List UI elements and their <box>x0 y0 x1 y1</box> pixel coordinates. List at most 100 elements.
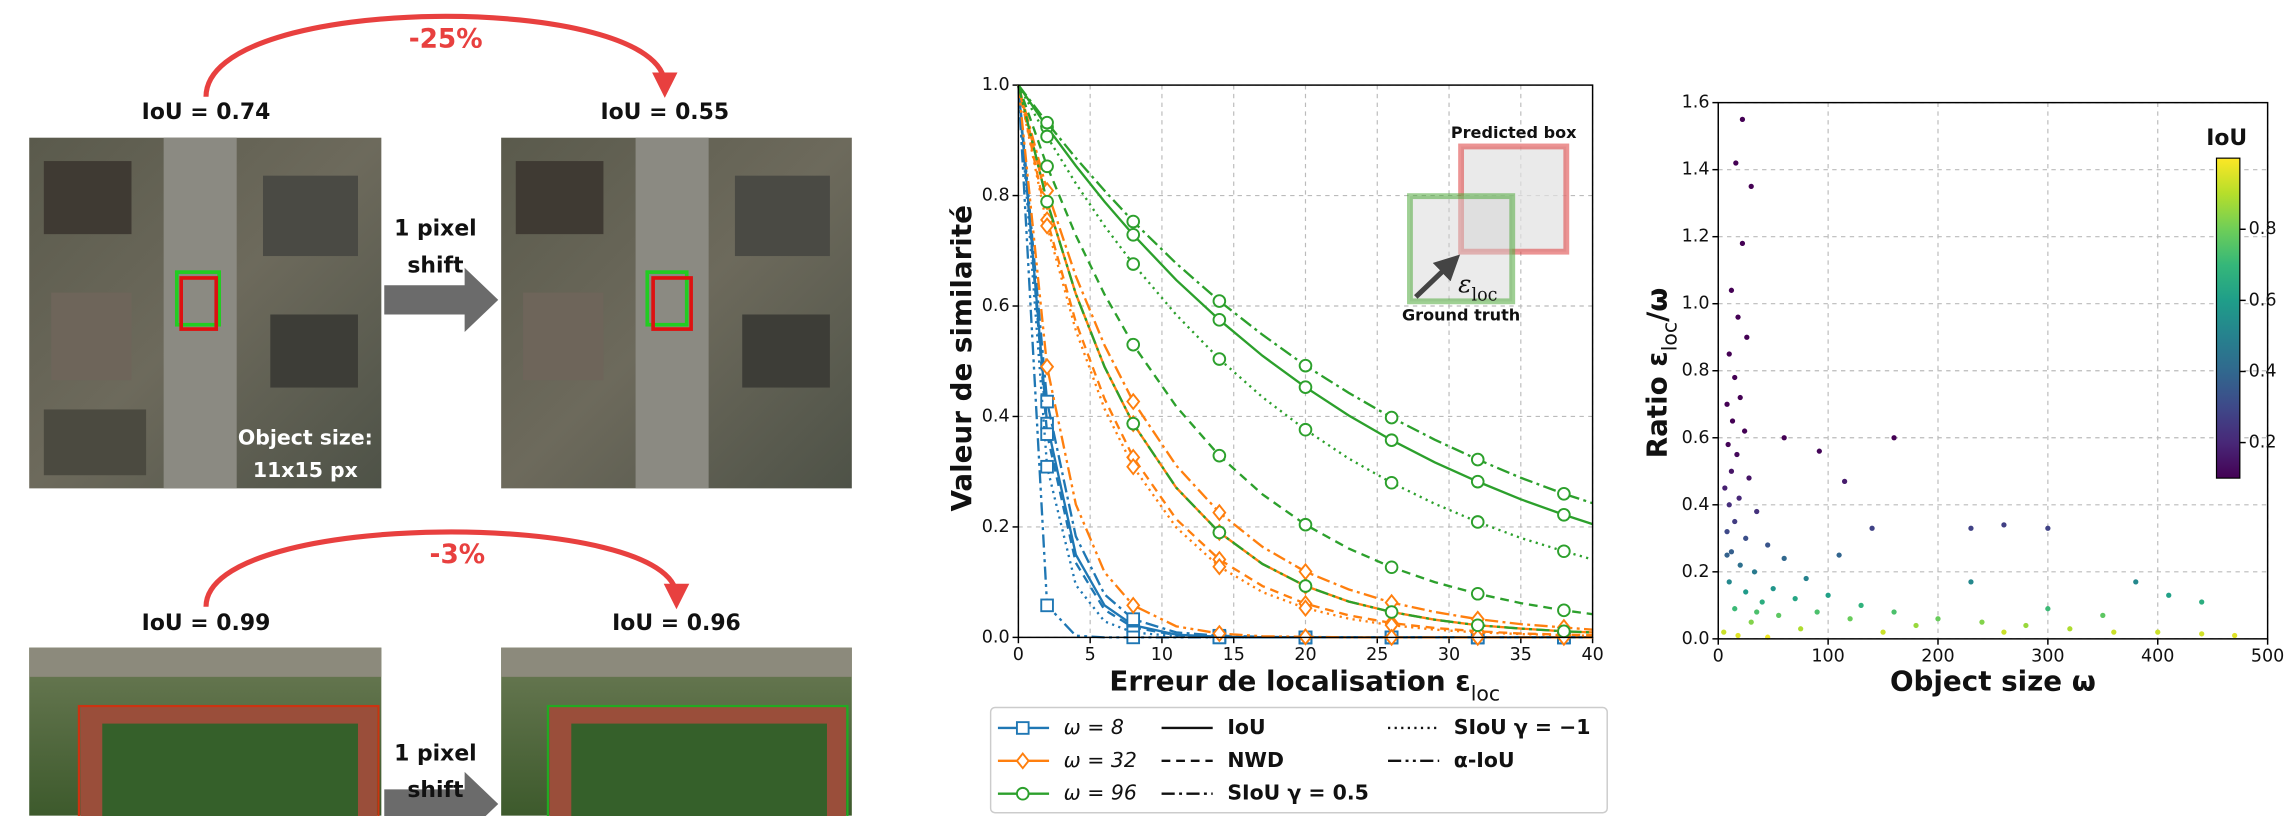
point <box>2045 525 2051 531</box>
point <box>1725 441 1731 448</box>
point <box>1798 626 1804 632</box>
point <box>1979 619 1985 625</box>
point <box>1869 525 1875 531</box>
inset-label: Predicted box <box>1451 123 1577 142</box>
series-line <box>1017 84 1593 616</box>
colorbar-tick-label: 0.6 <box>2249 290 2277 310</box>
inset-label: Ground truth <box>1402 305 1520 324</box>
point <box>2111 629 2117 635</box>
marker <box>1212 525 1227 540</box>
y-tick-label: 1.0 <box>1682 294 1710 314</box>
point <box>1847 616 1853 622</box>
point <box>1816 448 1822 454</box>
x-tick-label: 25 <box>1366 645 1388 665</box>
point <box>1913 622 1919 629</box>
marker <box>1557 544 1571 559</box>
marker <box>1040 598 1054 613</box>
point <box>1858 602 1864 608</box>
marker <box>1470 452 1485 467</box>
series-line <box>1017 84 1593 637</box>
point <box>1736 495 1742 501</box>
colorbar-label: IoU <box>2206 126 2247 151</box>
point <box>1803 575 1809 582</box>
point <box>1733 160 1739 166</box>
y-tick-label: 0.4 <box>982 406 1010 426</box>
point <box>1737 394 1743 401</box>
marker <box>1126 416 1141 431</box>
iou-before: IoU = 0.99 <box>142 611 271 636</box>
point <box>1748 619 1754 625</box>
x-tick-label: 300 <box>2031 646 2064 666</box>
shift-label: 1 pixel <box>394 741 477 766</box>
point <box>1728 468 1735 474</box>
marker <box>1298 517 1313 532</box>
y-axis-label-text: Ratio ε <box>1640 351 1673 458</box>
point <box>1724 552 1730 558</box>
point <box>1751 569 1758 575</box>
y-tick-label: 1.6 <box>1682 93 1710 113</box>
point <box>1891 435 1897 441</box>
point <box>1726 579 1732 585</box>
change-arrow <box>203 529 690 610</box>
x-tick-label: 5 <box>1085 645 1096 665</box>
point <box>1776 612 1782 619</box>
y-axis-label-after: /ω <box>1640 288 1673 322</box>
legend-label: SIoU γ = 0.5 <box>1227 781 1369 805</box>
point <box>2155 629 2161 635</box>
point <box>1754 508 1760 515</box>
x-tick-label: 20 <box>1294 645 1316 665</box>
point <box>1728 549 1735 555</box>
point <box>1735 632 1741 639</box>
legend-label: α-IoU <box>1454 748 1515 772</box>
y-axis-label: Ratio εloc/ω <box>1640 288 1681 459</box>
point <box>1781 435 1787 441</box>
point <box>1729 418 1736 424</box>
point <box>1724 528 1730 535</box>
shift-label: shift <box>407 778 463 803</box>
point <box>1891 609 1897 615</box>
marker <box>1212 352 1227 366</box>
point <box>1726 502 1732 508</box>
illustration: -25% IoU = 0.74 IoU = 0.55 Object size: … <box>29 13 852 816</box>
marker <box>1212 557 1227 576</box>
x-axis-label-text: Erreur de localisation ε <box>1109 665 1470 698</box>
marker <box>1126 596 1141 615</box>
point <box>2067 626 2073 632</box>
point <box>1743 589 1749 595</box>
image <box>501 137 852 489</box>
marker <box>1040 217 1055 235</box>
y-tick-label: 0.2 <box>982 517 1010 537</box>
point <box>1732 374 1738 381</box>
marker <box>1126 337 1141 352</box>
legend-label: ω = 32 <box>1064 748 1137 772</box>
legend-label: SIoU γ = −1 <box>1454 715 1591 739</box>
marker <box>1212 294 1227 308</box>
marker <box>1384 560 1399 575</box>
x-tick-label: 15 <box>1223 645 1245 665</box>
marker <box>1298 358 1313 373</box>
marker <box>1212 503 1227 522</box>
marker <box>1557 507 1571 522</box>
marker <box>1298 380 1313 394</box>
point <box>1748 183 1754 190</box>
x-tick-label: 40 <box>1581 645 1603 665</box>
marker <box>1015 752 1030 770</box>
point <box>2045 606 2051 612</box>
y-tick-label: 0.4 <box>1682 495 1710 515</box>
legend-label: IoU <box>1227 715 1265 739</box>
x-axis-label: Erreur de localisation εloc <box>1109 665 1500 706</box>
y-tick-label: 0.6 <box>982 296 1010 316</box>
marker <box>1126 457 1141 476</box>
point <box>1759 599 1765 605</box>
point <box>1770 585 1776 592</box>
image <box>29 137 382 489</box>
point <box>1737 562 1743 568</box>
colorbar-tick-label: 0.2 <box>2249 433 2277 453</box>
marker <box>1298 422 1313 437</box>
marker <box>1126 257 1141 271</box>
y-tick-label: 0.0 <box>982 627 1010 647</box>
x-tick-label: 0 <box>1013 645 1024 665</box>
inset-symbol: εloc <box>1458 269 1497 305</box>
scatter-chart: Ratio εloc/ω Object size ω IoU 0.0 0.2 0.4… <box>1640 93 2284 698</box>
